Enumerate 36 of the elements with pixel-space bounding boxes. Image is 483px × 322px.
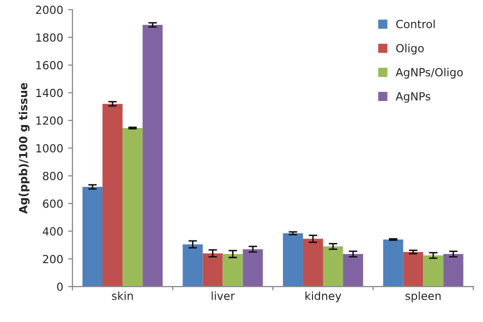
y-tick-label: 1000	[36, 144, 63, 152]
legend-label: Oligo	[396, 44, 424, 54]
bar	[222, 254, 243, 287]
bar	[202, 253, 223, 287]
bar	[122, 128, 143, 287]
bar	[302, 238, 324, 287]
y-tick-label: 400	[42, 227, 63, 236]
bar	[182, 244, 203, 287]
y-tick-label: 1400	[36, 88, 63, 98]
legend-label: AgNPs/Oligo	[396, 68, 463, 79]
y-tick-label: 0	[57, 282, 63, 291]
bar	[423, 255, 444, 287]
bar	[102, 104, 123, 287]
bar	[142, 24, 163, 287]
bar	[82, 186, 103, 287]
x-tick-label: kidney	[306, 291, 342, 302]
y-axis-title: Ag(ppb)/100 g tissue	[18, 83, 30, 214]
x-tick-label: skin	[112, 291, 133, 300]
legend-label: Control	[396, 20, 435, 28]
y-tick-label: 600	[42, 199, 63, 208]
x-tick-label: liver	[212, 291, 235, 300]
bar	[403, 252, 424, 287]
y-tick-label: 800	[42, 172, 63, 180]
bar	[443, 254, 464, 287]
bar	[383, 240, 404, 287]
y-tick-label: 1600	[36, 61, 63, 70]
legend-label: AgNPs	[396, 92, 430, 103]
y-tick-label: 2000	[36, 6, 63, 14]
bar	[242, 249, 263, 287]
bar	[323, 246, 344, 287]
bar	[282, 233, 303, 287]
y-tick-label: 1200	[36, 116, 63, 125]
bar	[343, 254, 364, 287]
y-tick-label: 1800	[36, 33, 63, 42]
y-tick-label: 200	[43, 254, 63, 264]
x-tick-label: spleen	[406, 291, 441, 302]
